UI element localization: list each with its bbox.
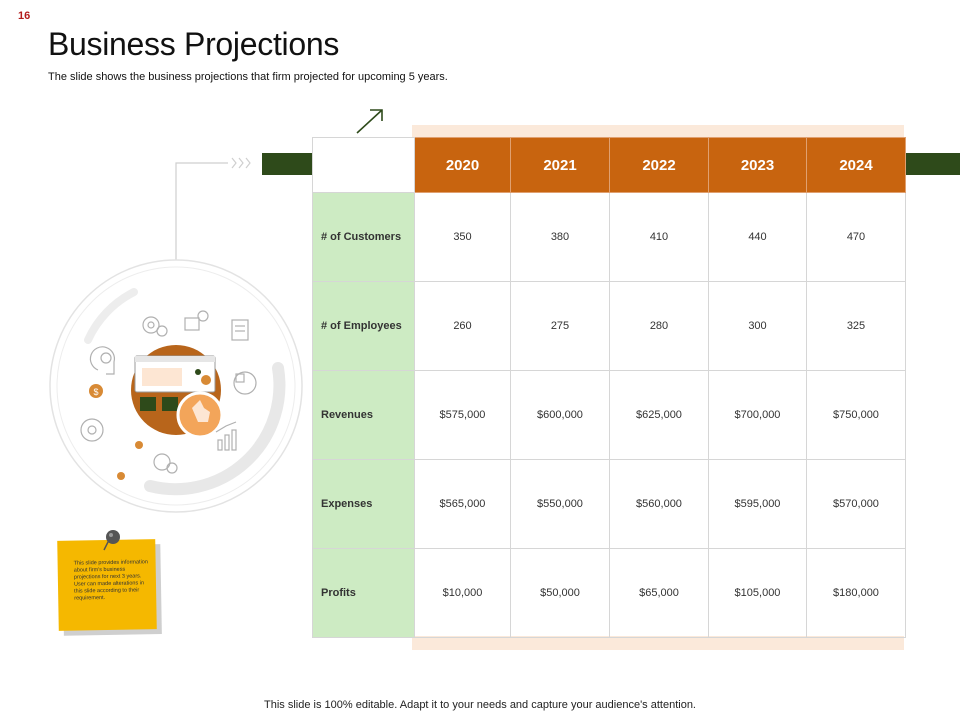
svg-text:$: $ (93, 387, 98, 397)
decorative-peach-band-bottom (412, 636, 904, 650)
table-row: # of Employees 260 275 280 300 325 (312, 281, 906, 371)
year-header: 2023 (708, 137, 807, 193)
pushpin-icon (103, 530, 120, 551)
decorative-peach-band-top (412, 125, 904, 137)
page-subtitle: The slide shows the business projections… (48, 71, 448, 83)
document-icon (231, 319, 249, 341)
connector-line (171, 162, 228, 272)
table-cell: $550,000 (510, 459, 610, 549)
table-cell: 280 (609, 281, 709, 371)
table-cell: $105,000 (708, 548, 807, 638)
business-illustration: $ (49, 157, 303, 513)
table-corner-cell (312, 137, 415, 193)
year-header: 2021 (510, 137, 610, 193)
gear-head-icon (89, 346, 116, 375)
gear-cycle-icon (153, 453, 178, 474)
projections-table: 2020 2021 2022 2023 2024 # of Customers … (312, 137, 906, 638)
table-cell: $575,000 (414, 370, 511, 460)
table-cell: 470 (806, 192, 906, 282)
table-cell: 275 (510, 281, 610, 371)
dollar-coin-icon (117, 472, 125, 480)
table-cell: $595,000 (708, 459, 807, 549)
table-cell: $565,000 (414, 459, 511, 549)
table-cell: $50,000 (510, 548, 610, 638)
gears-icon (142, 316, 168, 337)
table-cell: $570,000 (806, 459, 906, 549)
table-row: Expenses $565,000 $550,000 $560,000 $595… (312, 459, 906, 549)
footer-note: This slide is 100% editable. Adapt it to… (264, 699, 696, 711)
table-cell: 325 (806, 281, 906, 371)
table-cell: $600,000 (510, 370, 610, 460)
page-title: Business Projections (48, 26, 340, 62)
table-cell: $750,000 (806, 370, 906, 460)
year-header: 2024 (806, 137, 906, 193)
table-row: Revenues $575,000 $600,000 $625,000 $700… (312, 370, 906, 460)
table-cell: 350 (414, 192, 511, 282)
chart-growth-icon (215, 421, 237, 451)
dollar-coin-icon (135, 441, 143, 449)
table-cell: $180,000 (806, 548, 906, 638)
robot-gear-icon (184, 310, 209, 331)
table-row: Profits $10,000 $50,000 $65,000 $105,000… (312, 548, 906, 638)
table-cell: 440 (708, 192, 807, 282)
table-cell: $560,000 (609, 459, 709, 549)
money-cycle-icon (233, 371, 257, 395)
gear-cycle-icon (80, 418, 104, 442)
table-cell: 410 (609, 192, 709, 282)
table-cell: $625,000 (609, 370, 709, 460)
sticky-note-text: This slide provides information about fi… (73, 559, 148, 602)
row-label-employees: # of Employees (312, 281, 415, 371)
table-row: # of Customers 350 380 410 440 470 (312, 192, 906, 282)
arrow-up-right-icon (356, 109, 383, 134)
table-cell: $700,000 (708, 370, 807, 460)
table-cell: 300 (708, 281, 807, 371)
row-label-revenues: Revenues (312, 370, 415, 460)
table-cell: 260 (414, 281, 511, 371)
chevrons-right-icon (231, 157, 251, 169)
slide-number: 16 (18, 10, 31, 22)
row-label-customers: # of Customers (312, 192, 415, 282)
year-header: 2022 (609, 137, 709, 193)
dollar-coin-icon: $ (89, 384, 103, 398)
row-label-expenses: Expenses (312, 459, 415, 549)
year-header: 2020 (414, 137, 511, 193)
table-cell: $10,000 (414, 548, 511, 638)
row-label-profits: Profits (312, 548, 415, 638)
table-cell: 380 (510, 192, 610, 282)
table-cell: $65,000 (609, 548, 709, 638)
pointing-hand-icon (176, 391, 224, 439)
decorative-green-bar-right (904, 153, 960, 175)
